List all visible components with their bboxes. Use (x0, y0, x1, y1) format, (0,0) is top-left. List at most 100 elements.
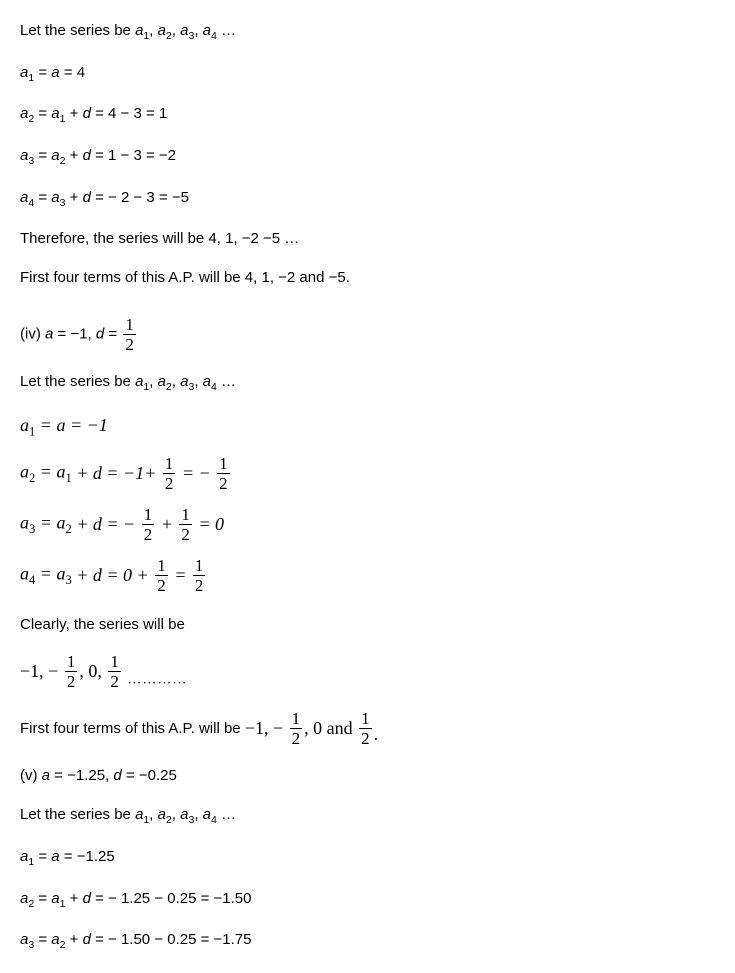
var: a (158, 22, 166, 39)
text: = −0.25 (122, 767, 177, 784)
fraction: 12 (65, 653, 78, 690)
problem-v: (v) a = −1.25, d = −0.25 (20, 765, 715, 786)
text: = 0 (194, 514, 224, 534)
text: , (149, 806, 157, 823)
denominator: 2 (142, 524, 155, 543)
denominator: 2 (155, 575, 168, 594)
numerator: 1 (155, 557, 168, 575)
eq-line: a2 = a1 + d = 4 − 3 = 1 (20, 103, 715, 127)
fraction: 12 (290, 710, 303, 747)
var: a (203, 22, 211, 39)
var: d (113, 767, 121, 784)
text: First four terms of this A.P. will be (20, 720, 245, 737)
text: Let the series be (20, 806, 135, 823)
text: = − 2 − 3 = −5 (91, 189, 189, 206)
text: + d = 0 + (72, 565, 153, 585)
fraction: 12 (359, 710, 372, 747)
var: a (158, 806, 166, 823)
var: d (96, 326, 104, 343)
eq-serif: a1 = a = −1 (20, 413, 715, 441)
var: d (83, 105, 91, 122)
text: = 4 (60, 64, 85, 81)
fraction: 12 (123, 316, 136, 353)
text: = −1.25 (60, 848, 115, 865)
numerator: 1 (163, 455, 176, 473)
text: + (65, 931, 82, 948)
text: = (35, 462, 56, 482)
denominator: 2 (108, 671, 121, 690)
text: = − (177, 463, 215, 483)
denominator: 2 (123, 334, 136, 353)
text: , (194, 373, 202, 390)
text: + d = −1+ (72, 463, 161, 483)
text: = (34, 64, 51, 81)
fraction: 12 (155, 557, 168, 594)
numerator: 1 (108, 653, 121, 671)
denominator: 2 (193, 575, 206, 594)
var: d (83, 147, 91, 164)
fraction: 12 (217, 455, 230, 492)
series-line: −1, − 12, 0, 12 ………… (20, 653, 715, 690)
var: a (20, 890, 28, 907)
text: … (217, 22, 236, 39)
text-line: Therefore, the series will be 4, 1, −2 −… (20, 228, 715, 249)
var: a (158, 373, 166, 390)
text: = − 1.25 − 0.25 = −1.50 (91, 890, 252, 907)
fraction: 12 (142, 506, 155, 543)
text: , (194, 806, 202, 823)
var: a (20, 931, 28, 948)
var: a (20, 564, 29, 584)
text: −1, − (20, 661, 63, 681)
text: , (172, 806, 180, 823)
text: (v) (20, 767, 42, 784)
var: a (51, 64, 59, 81)
text: = (35, 564, 56, 584)
text: , (194, 22, 202, 39)
text: Let the series be (20, 373, 135, 390)
text-line: First four terms of this A.P. will be 4,… (20, 267, 715, 288)
text: = (34, 105, 51, 122)
text: = (34, 189, 51, 206)
text: … (217, 806, 236, 823)
var: d (83, 890, 91, 907)
denominator: 2 (179, 524, 192, 543)
text: + (65, 890, 82, 907)
eq-line: a1 = a = −1.25 (20, 846, 715, 870)
numerator: 1 (193, 557, 206, 575)
text: = (34, 848, 51, 865)
numerator: 1 (65, 653, 78, 671)
text: = (34, 147, 51, 164)
numerator: 1 (123, 316, 136, 334)
denominator: 2 (65, 671, 78, 690)
text: + (65, 189, 82, 206)
text: … (217, 373, 236, 390)
dots: ………… (123, 673, 188, 688)
text: + (156, 514, 177, 534)
fraction: 12 (108, 653, 121, 690)
text: Let the series be (20, 22, 135, 39)
text-line: Clearly, the series will be (20, 614, 715, 635)
text: = 4 − 3 = 1 (91, 105, 167, 122)
denominator: 2 (359, 728, 372, 747)
denominator: 2 (217, 473, 230, 492)
text: , 0 and (304, 718, 357, 738)
eq-serif: a3 = a2 + d = − 12 + 12 = 0 (20, 506, 715, 543)
text: = (35, 513, 56, 533)
text: + (65, 147, 82, 164)
numerator: 1 (142, 506, 155, 524)
fraction: 12 (163, 455, 176, 492)
text: −1, − (245, 718, 288, 738)
text: = (104, 326, 121, 343)
var: a (51, 147, 59, 164)
var: a (51, 105, 59, 122)
text-line: Let the series be a1, a2, a3, a4 … (20, 804, 715, 828)
text: . (374, 724, 379, 744)
fraction: 12 (179, 506, 192, 543)
var: a (20, 415, 29, 435)
text: , (149, 373, 157, 390)
text: + d = − (72, 514, 140, 534)
eq-line: a4 = a3 + d = − 2 − 3 = −5 (20, 187, 715, 211)
numerator: 1 (179, 506, 192, 524)
var: a (51, 189, 59, 206)
text: , 0, (79, 661, 106, 681)
